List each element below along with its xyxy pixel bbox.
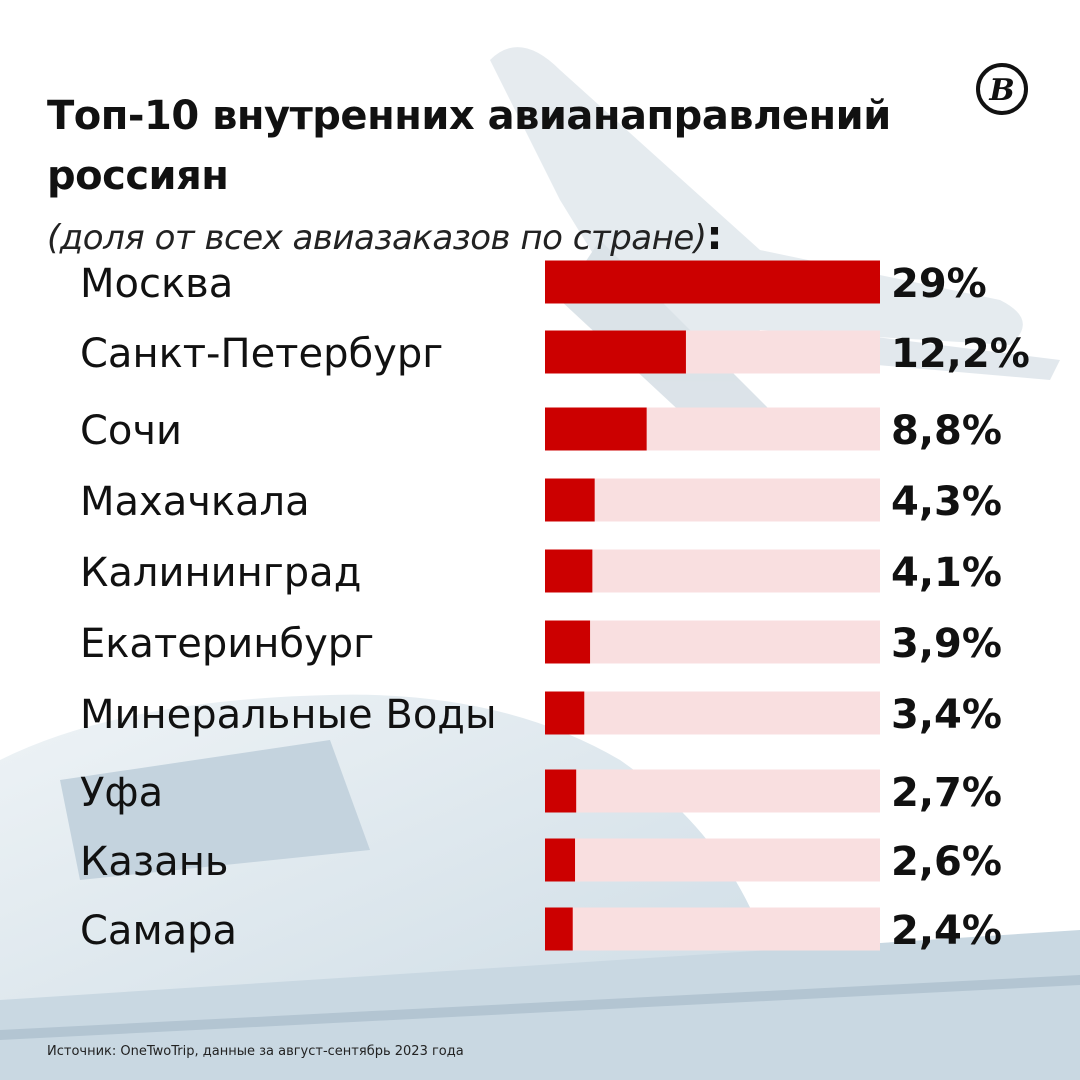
category-label: Москва [80,261,233,307]
category-label: Махачкала [80,479,310,525]
source-note: Источник: OneTwoTrip, данные за август-с… [47,1044,464,1059]
category-label: Санкт-Петербург [80,331,443,377]
value-label: 2,6% [891,839,1002,885]
category-label: Екатеринбург [80,621,374,667]
bar-track [545,907,880,951]
value-label: 8,8% [891,408,1002,454]
bar-track [545,549,880,593]
logo-letter: В [988,73,1014,108]
title-suffix: : [706,213,723,259]
category-label: Калининград [80,550,361,596]
value-label: 4,3% [891,479,1002,525]
bar [545,478,595,522]
bar [545,691,585,735]
chart-title: Топ-10 внутренних авианаправлений россия… [47,86,947,268]
value-label: 2,7% [891,770,1002,816]
category-label: Сочи [80,408,182,454]
bar [545,769,577,813]
value-label: 12,2% [891,331,1030,377]
value-label: 3,9% [891,621,1002,667]
title-main: Топ-10 внутренних авианаправлений россия… [47,93,891,199]
category-label: Минеральные Воды [80,692,497,738]
bar-track [545,769,880,813]
category-label: Казань [80,839,228,885]
bar-track [545,691,880,735]
category-label: Уфа [80,770,163,816]
title-subtitle: (доля от всех авиазаказов по стране) [47,218,707,258]
bar-track [545,478,880,522]
value-label: 29% [891,261,987,307]
bar-track [545,838,880,882]
category-label: Самара [80,908,237,954]
value-label: 3,4% [891,692,1002,738]
bar [545,330,686,374]
value-label: 2,4% [891,908,1002,954]
value-label: 4,1% [891,550,1002,596]
bar [545,907,573,951]
bar [545,260,880,304]
bar [545,620,591,664]
bar-track [545,620,880,664]
bar [545,838,576,882]
bar [545,549,593,593]
bar [545,407,647,451]
publisher-logo: В [976,63,1028,115]
